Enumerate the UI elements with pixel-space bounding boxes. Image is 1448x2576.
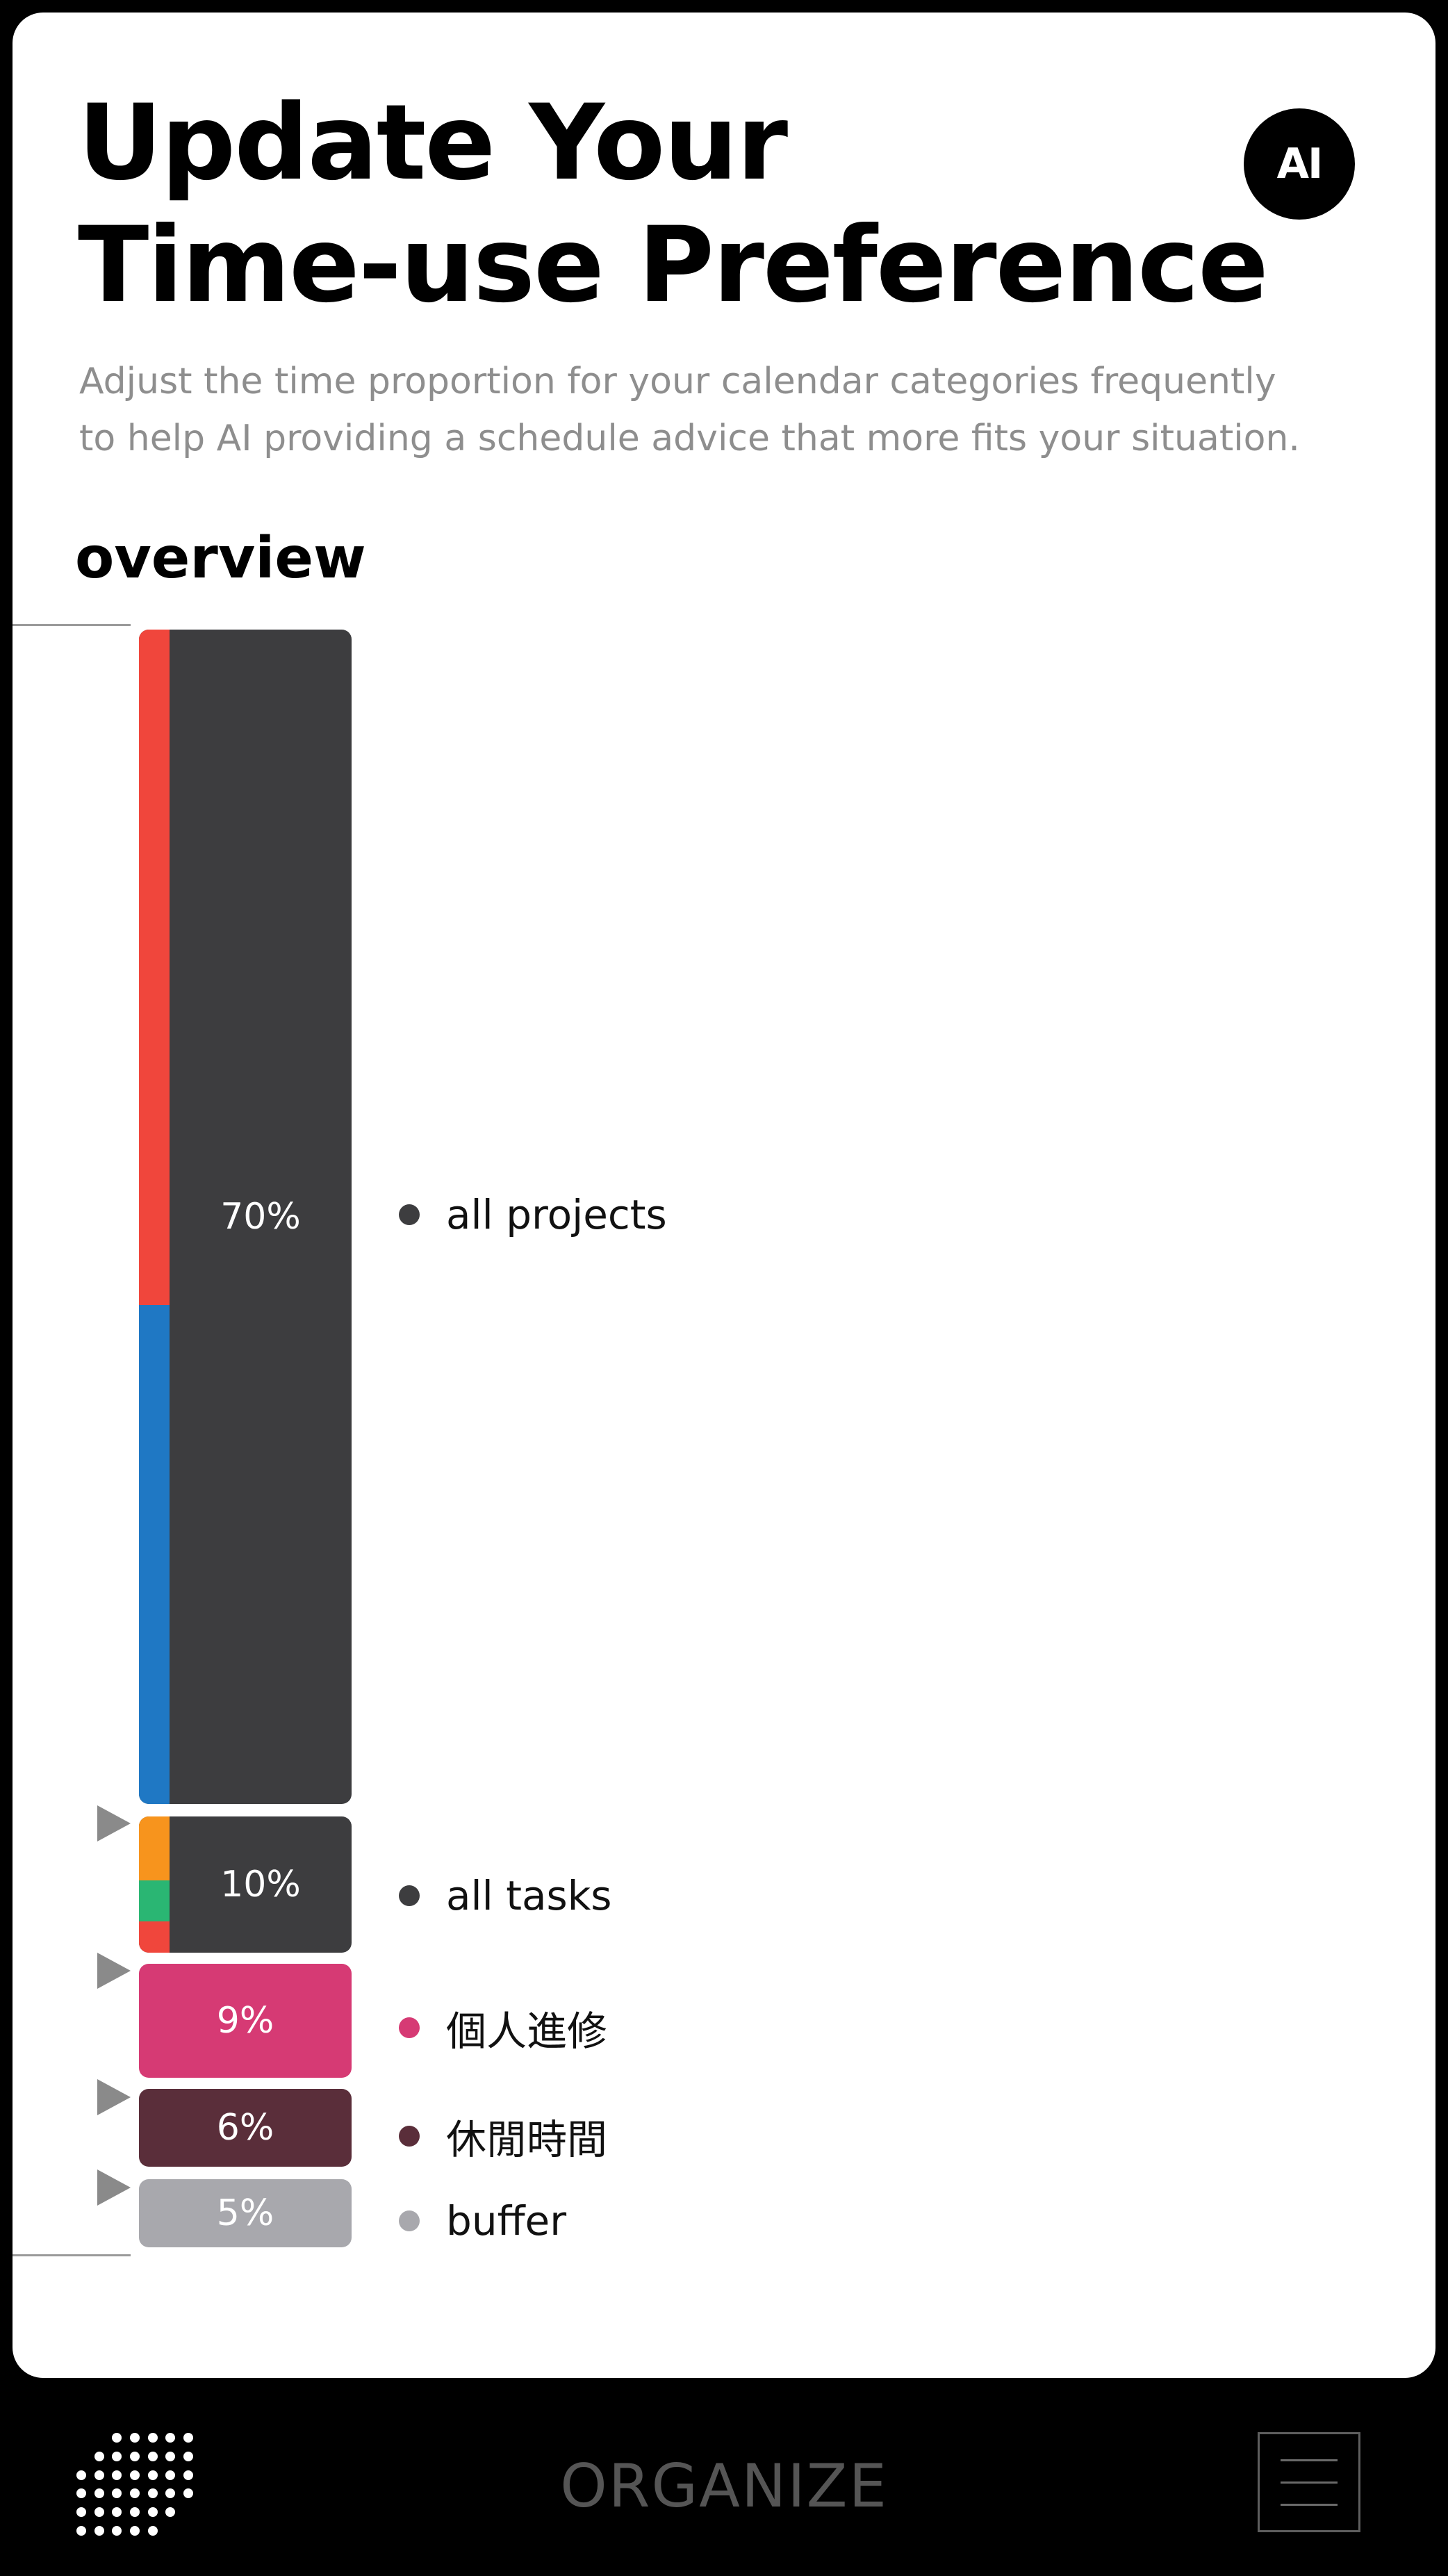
top-divider <box>13 624 131 626</box>
ai-button[interactable]: AI <box>1244 108 1355 220</box>
grid-dot <box>112 2470 122 2480</box>
grid-dot <box>129 2451 140 2461</box>
legend-label: all tasks <box>446 1872 612 1919</box>
dots-grid-icon[interactable] <box>72 2429 197 2540</box>
resize-handle-icon[interactable] <box>97 1805 131 1841</box>
strip-part <box>139 1880 170 1921</box>
segment-all-tasks[interactable]: 10% <box>139 1816 352 1953</box>
legend-item-buffer: buffer <box>399 2193 566 2249</box>
grid-dot <box>112 2507 122 2517</box>
segment-percent: 9% <box>216 2000 274 2042</box>
preference-card: Update Your Time-use Preference AI Adjus… <box>13 13 1435 2378</box>
grid-dot <box>112 2433 122 2443</box>
page-title-line-2: Time-use Preference <box>78 205 1269 326</box>
grid-dot <box>165 2470 176 2480</box>
grid-dot <box>112 2451 122 2461</box>
task-color-strip <box>139 1816 170 1953</box>
grid-dot <box>183 2470 194 2480</box>
grid-dot <box>112 2525 122 2536</box>
strip-part <box>139 630 170 1305</box>
grid-dot <box>183 2526 193 2536</box>
page-subtitle-line-1: Adjust the time proportion for your cale… <box>79 361 1276 402</box>
resize-handle-icon[interactable] <box>97 1953 131 1989</box>
project-color-strip <box>139 630 170 1804</box>
grid-dot <box>129 2433 140 2443</box>
grid-dot <box>147 2507 158 2517</box>
legend-label: buffer <box>446 2197 567 2245</box>
legend-label: all projects <box>446 1191 667 1238</box>
grid-dot <box>129 2525 140 2536</box>
segment-percent: 6% <box>216 2107 274 2149</box>
grid-dot <box>165 2451 176 2461</box>
grid-dot <box>147 2433 158 2443</box>
grid-dot <box>76 2507 86 2517</box>
grid-dot <box>94 2451 104 2461</box>
brand-label: ORGANIZE <box>560 2452 888 2521</box>
grid-dot <box>183 2488 194 2499</box>
resize-handle-icon[interactable] <box>97 2079 131 2115</box>
grid-dot <box>76 2433 86 2443</box>
page-title-line-1: Update Your <box>78 83 788 204</box>
page-title: Update Your Time-use Preference <box>78 82 1269 327</box>
legend-item-all-tasks: all tasks <box>399 1868 612 1923</box>
legend-label: 個人進修 <box>446 2008 608 2055</box>
legend-dot-icon <box>399 2210 420 2231</box>
legend-dot-icon <box>399 2017 420 2038</box>
bottom-divider <box>13 2254 131 2256</box>
grid-dot <box>183 2433 194 2443</box>
legend-dot-icon <box>399 1204 420 1225</box>
grid-dot <box>76 2470 86 2480</box>
grid-dot <box>165 2526 175 2536</box>
grid-dot <box>165 2507 176 2517</box>
overview-title: overview <box>75 525 366 591</box>
strip-part <box>139 1921 170 1953</box>
grid-dot <box>147 2451 158 2461</box>
grid-dot <box>76 2488 86 2499</box>
grid-dot <box>94 2507 104 2517</box>
resize-handle-icon[interactable] <box>97 2169 131 2206</box>
segment-percent: 10% <box>220 1864 301 1905</box>
legend-item-personal-study: 個人進修 <box>399 2000 607 2056</box>
segment-leisure-time[interactable]: 6% <box>139 2089 352 2167</box>
grid-dot <box>76 2525 86 2536</box>
legend-item-leisure-time: 休閒時間 <box>399 2108 607 2164</box>
grid-dot <box>129 2488 140 2499</box>
segment-percent: 70% <box>220 1196 301 1238</box>
grid-dot <box>129 2507 140 2517</box>
strip-part <box>139 1816 170 1881</box>
legend-label: 休閒時間 <box>446 2116 608 2163</box>
segment-all-projects[interactable]: 70% <box>139 630 352 1804</box>
grid-dot <box>147 2470 158 2480</box>
grid-dot <box>112 2488 122 2499</box>
grid-dot <box>94 2433 104 2443</box>
grid-dot <box>165 2433 176 2443</box>
grid-dot <box>129 2470 140 2480</box>
grid-dot <box>147 2488 158 2499</box>
grid-dot <box>183 2451 194 2461</box>
grid-dot <box>165 2488 176 2499</box>
hamburger-menu-icon[interactable] <box>1258 2432 1360 2532</box>
segment-percent: 5% <box>216 2192 274 2234</box>
grid-dot <box>94 2488 104 2499</box>
legend-dot-icon <box>399 1885 420 1906</box>
strip-part <box>139 1304 170 1804</box>
legend-item-all-projects: all projects <box>399 1187 667 1242</box>
segment-buffer[interactable]: 5% <box>139 2179 352 2247</box>
segment-personal-study[interactable]: 9% <box>139 1964 352 2078</box>
grid-dot <box>147 2525 158 2536</box>
grid-dot <box>94 2525 104 2536</box>
grid-dot <box>94 2470 104 2480</box>
page-subtitle-line-2: to help AI providing a schedule advice t… <box>79 418 1300 459</box>
page-subtitle: Adjust the time proportion for your cale… <box>79 353 1399 467</box>
legend-dot-icon <box>399 2126 420 2147</box>
